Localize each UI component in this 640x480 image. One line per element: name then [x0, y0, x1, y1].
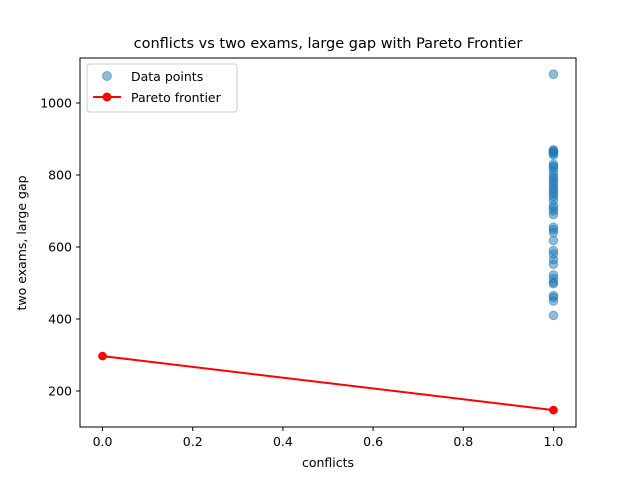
x-tick-label: 0.2: [183, 434, 203, 449]
pareto-point: [549, 405, 558, 415]
x-tick-label: 0.8: [453, 434, 473, 449]
y-tick-label: 800: [48, 168, 72, 183]
x-axis-title: conflicts: [302, 455, 354, 470]
legend-marker-data-points: [102, 71, 112, 81]
pareto-point: [98, 351, 107, 361]
legend-marker-pareto-frontier: [102, 92, 112, 102]
y-tick-label: 400: [48, 312, 72, 327]
y-tick-label: 1000: [40, 96, 72, 111]
legend-label-pareto-frontier: Pareto frontier: [131, 90, 222, 105]
legend: Data points Pareto frontier: [86, 63, 238, 113]
y-tick-label: 600: [48, 240, 72, 255]
data-point: [548, 296, 559, 306]
data-point: [548, 150, 559, 160]
legend-label-data-points: Data points: [131, 69, 203, 84]
y-axis-title: two exams, large gap: [14, 175, 29, 310]
data-point: [548, 278, 559, 289]
x-tick-label: 0.4: [273, 434, 293, 449]
legend-box: [86, 63, 238, 113]
data-point: [548, 235, 559, 246]
pareto-frontier-line: [102, 355, 554, 412]
y-tick-label: 200: [48, 384, 72, 399]
series-layer: [98, 69, 559, 415]
plot-frame: [79, 57, 577, 428]
x-tick-label: 0.6: [363, 434, 383, 449]
data-point: [548, 259, 559, 270]
x-tick-label: 0.0: [93, 434, 113, 449]
data-point: [548, 227, 559, 238]
data-point: [548, 209, 559, 220]
axes-layer: 0.0 0.2 0.4 0.6 0.8 1.0 200 400 600 800 1000: [40, 57, 577, 449]
x-tick-label: 1.0: [544, 434, 564, 449]
data-point: [548, 310, 559, 321]
data-point: [548, 69, 559, 79]
chart-title: conflicts vs two exams, large gap with P…: [134, 36, 523, 52]
